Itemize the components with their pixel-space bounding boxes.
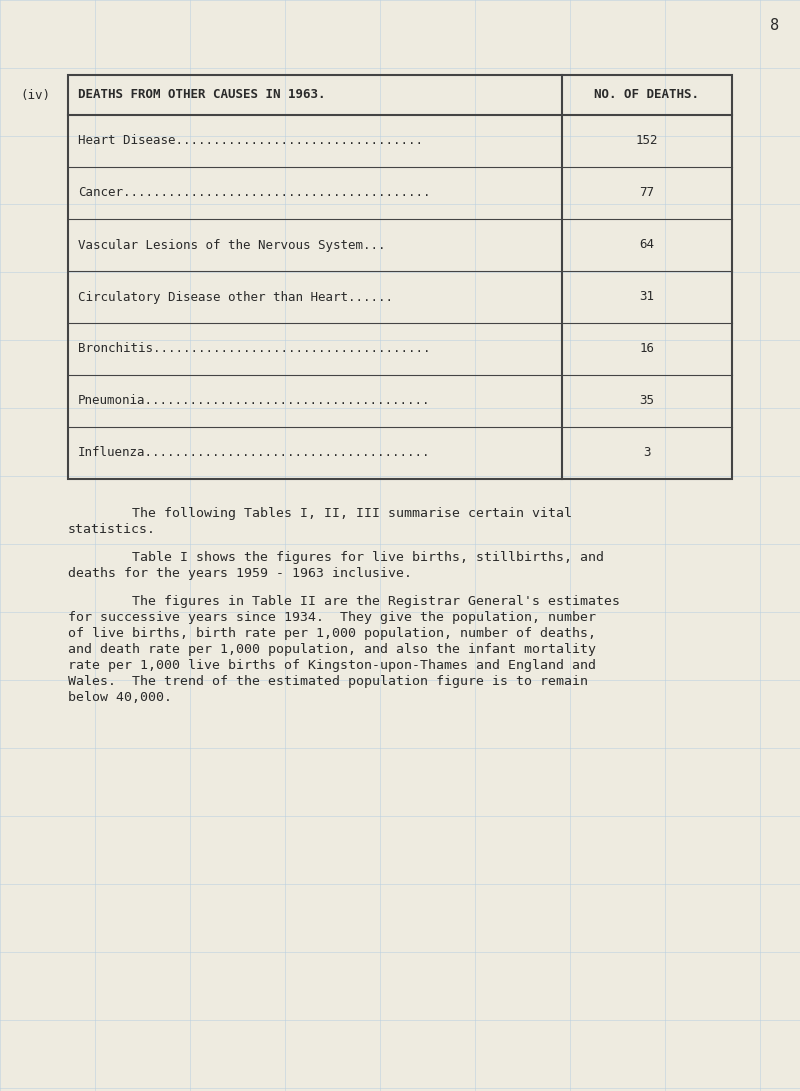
Text: 16: 16 bbox=[639, 343, 654, 356]
Text: 77: 77 bbox=[639, 187, 654, 200]
Text: NO. OF DEATHS.: NO. OF DEATHS. bbox=[594, 88, 699, 101]
Text: of live births, birth rate per 1,000 population, number of deaths,: of live births, birth rate per 1,000 pop… bbox=[68, 627, 596, 640]
Text: 31: 31 bbox=[639, 290, 654, 303]
Text: 152: 152 bbox=[636, 134, 658, 147]
Bar bbox=[68, 75, 732, 479]
Text: DEATHS FROM OTHER CAUSES IN 1963.: DEATHS FROM OTHER CAUSES IN 1963. bbox=[78, 88, 326, 101]
Text: 35: 35 bbox=[639, 395, 654, 408]
Text: Table I shows the figures for live births, stillbirths, and: Table I shows the figures for live birth… bbox=[68, 551, 604, 564]
Text: Cancer.........................................: Cancer..................................… bbox=[78, 187, 430, 200]
Text: Wales.  The trend of the estimated population figure is to remain: Wales. The trend of the estimated popula… bbox=[68, 675, 588, 688]
Text: The following Tables I, II, III summarise certain vital: The following Tables I, II, III summaris… bbox=[68, 507, 572, 520]
Text: Pneumonia......................................: Pneumonia...............................… bbox=[78, 395, 430, 408]
Text: deaths for the years 1959 - 1963 inclusive.: deaths for the years 1959 - 1963 inclusi… bbox=[68, 567, 412, 580]
Text: Influenza......................................: Influenza...............................… bbox=[78, 446, 430, 459]
Text: Heart Disease.................................: Heart Disease...........................… bbox=[78, 134, 423, 147]
Text: and death rate per 1,000 population, and also the infant mortality: and death rate per 1,000 population, and… bbox=[68, 643, 596, 656]
Text: rate per 1,000 live births of Kingston-upon-Thames and England and: rate per 1,000 live births of Kingston-u… bbox=[68, 659, 596, 672]
Text: below 40,000.: below 40,000. bbox=[68, 691, 172, 704]
Text: 8: 8 bbox=[770, 17, 779, 33]
Text: (iv): (iv) bbox=[20, 88, 50, 101]
Text: Bronchitis.....................................: Bronchitis..............................… bbox=[78, 343, 430, 356]
Text: 3: 3 bbox=[643, 446, 650, 459]
Text: Vascular Lesions of the Nervous System...: Vascular Lesions of the Nervous System..… bbox=[78, 239, 386, 252]
Text: Circulatory Disease other than Heart......: Circulatory Disease other than Heart....… bbox=[78, 290, 393, 303]
Text: The figures in Table II are the Registrar General's estimates: The figures in Table II are the Registra… bbox=[68, 595, 620, 608]
Text: statistics.: statistics. bbox=[68, 523, 156, 536]
Text: for successive years since 1934.  They give the population, number: for successive years since 1934. They gi… bbox=[68, 611, 596, 624]
Text: 64: 64 bbox=[639, 239, 654, 252]
